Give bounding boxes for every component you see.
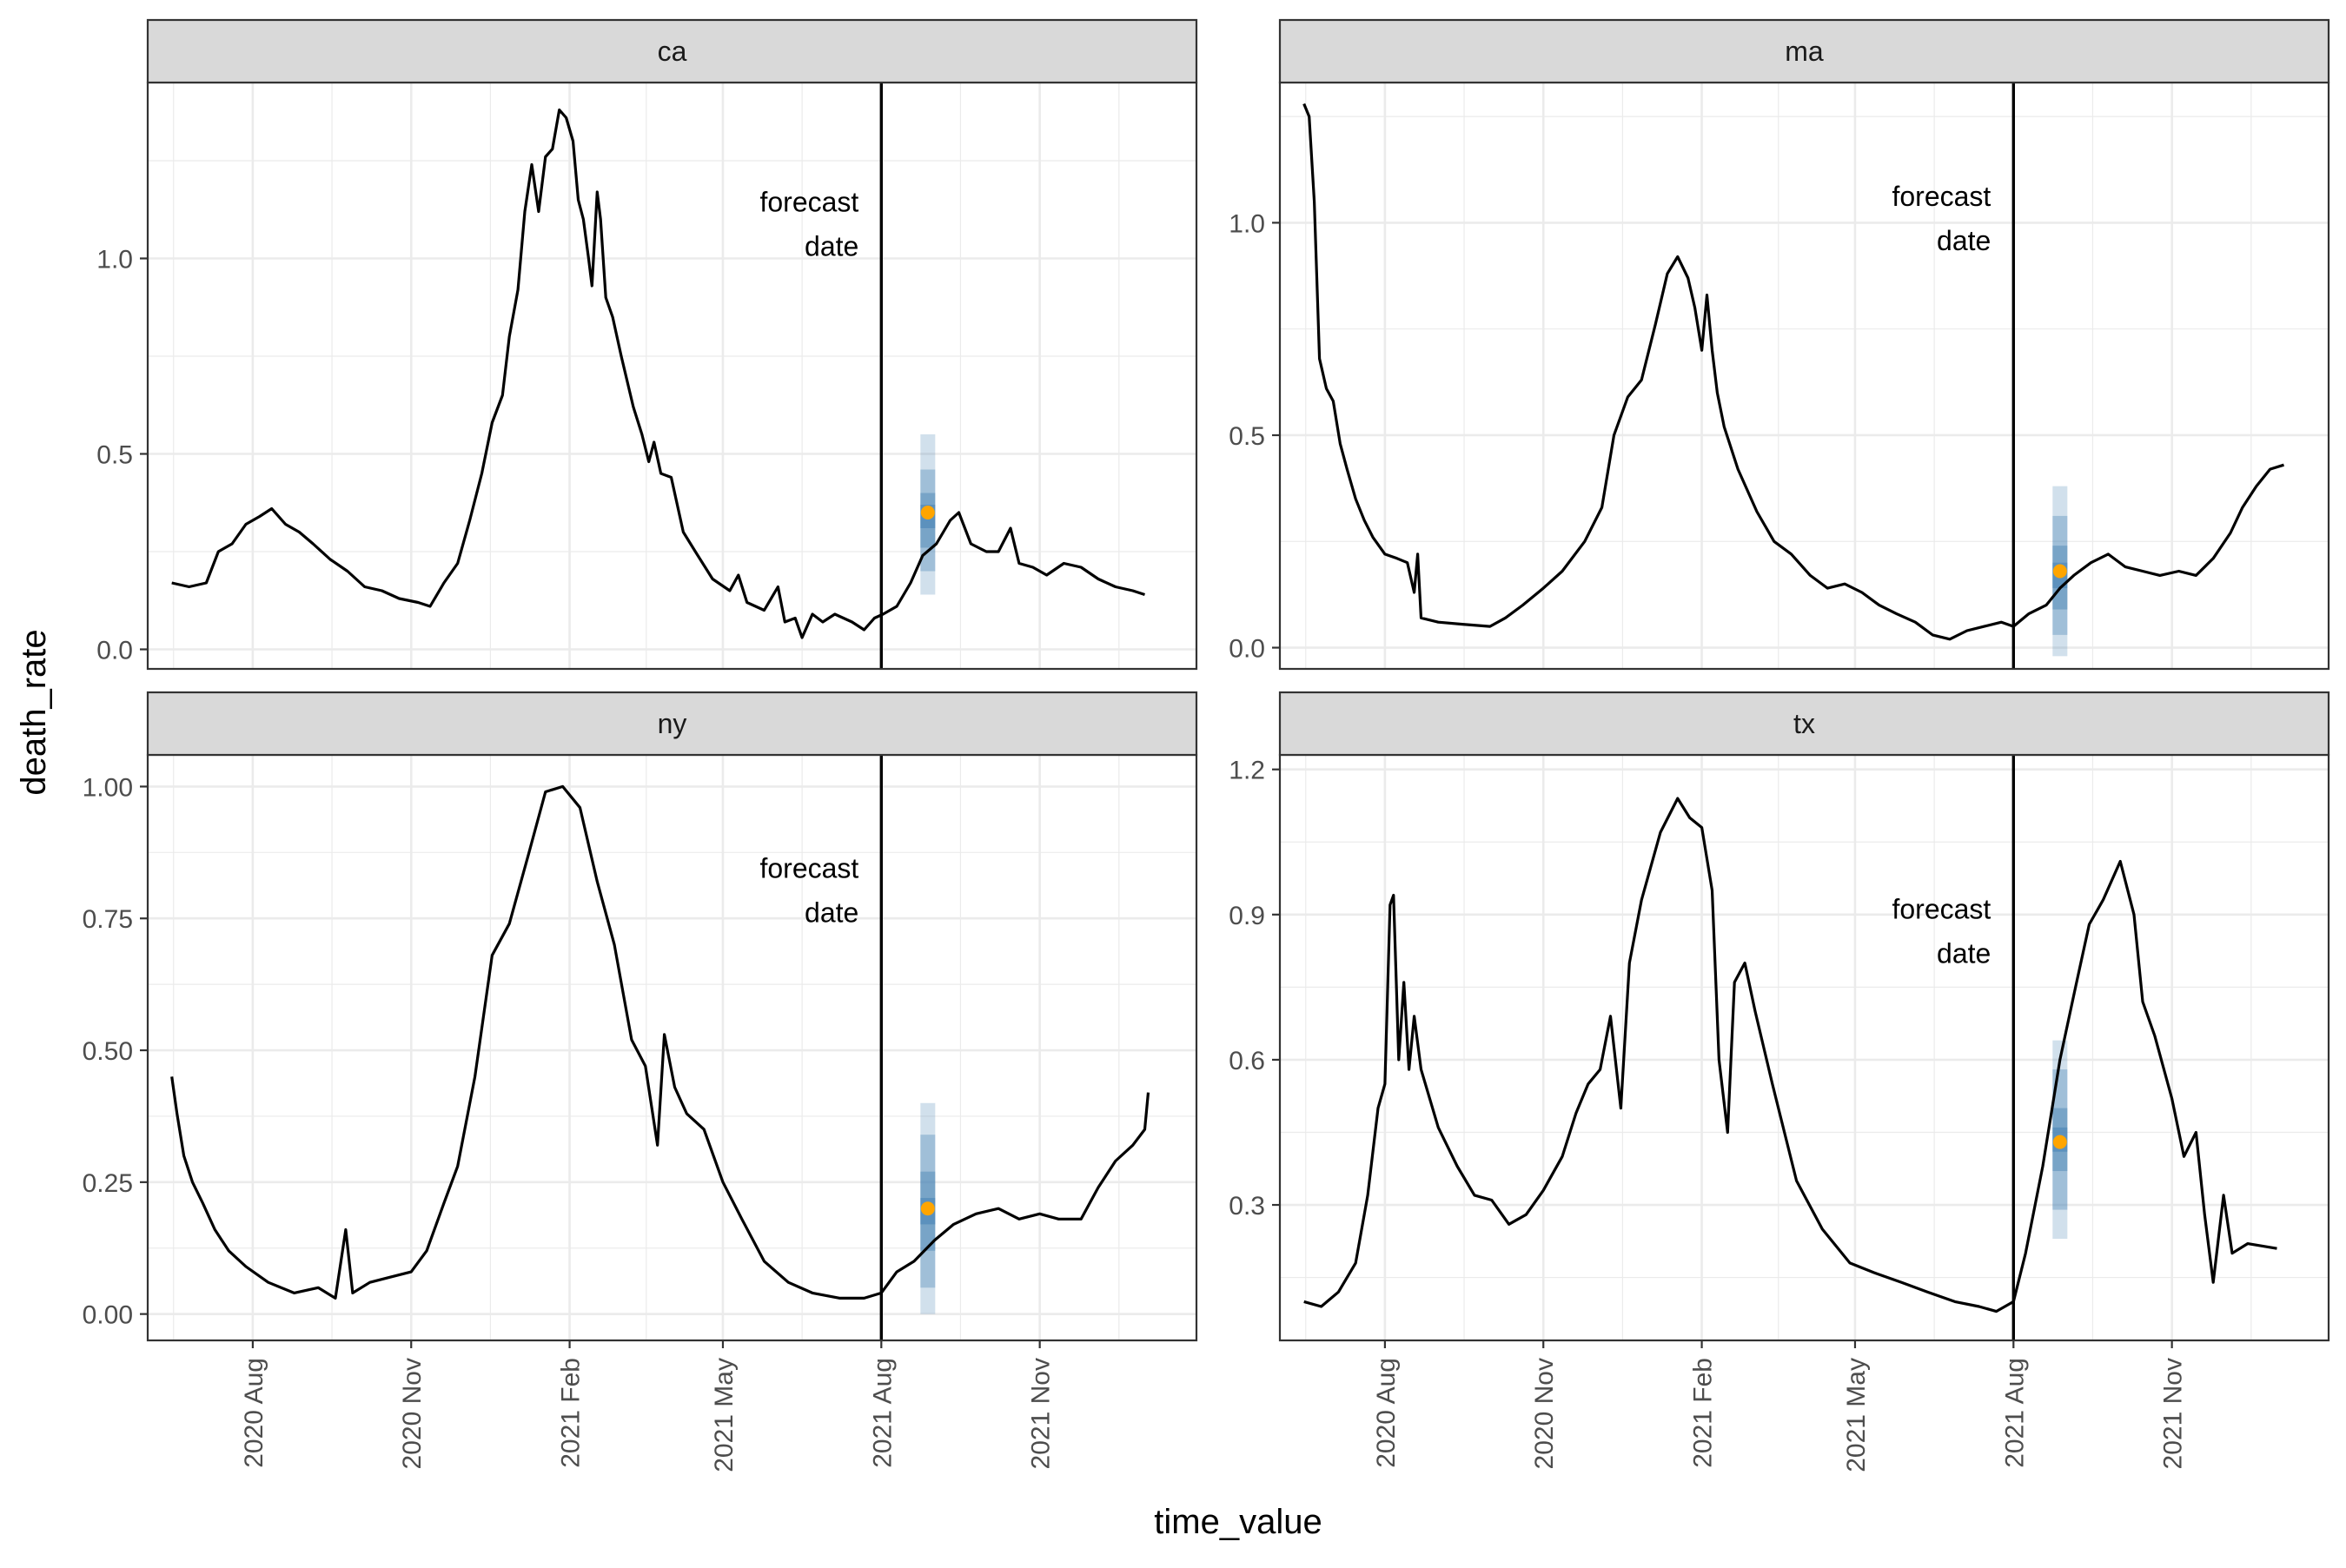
x-tick-label: 2021 Aug [2000,1358,2029,1468]
x-tick-label: 2021 Nov [2159,1358,2188,1469]
x-axis-title: time_value [1154,1503,1322,1541]
y-tick-label: 0.6 [1229,1047,1265,1075]
panel-ny: forecast date ny 0.00 0.25 0.50 0.75 1.00 2020 A… [83,691,1198,1472]
x-tick-label: 2021 Aug [868,1358,897,1468]
forecast-label-line2: date [1937,225,1991,256]
y-tick-label: 0.3 [1229,1192,1265,1221]
y-tick-label: 1.0 [96,246,133,275]
y-tick-label: 0.25 [83,1169,133,1198]
y-tick-label: 0.5 [96,441,133,470]
y-tick-label: 0.0 [1229,635,1265,664]
x-tick-label: 2021 Nov [1027,1358,1056,1469]
death-rate-series-line [1302,103,2284,641]
x-tick-label: 2021 Feb [557,1358,586,1468]
y-tick-label: 0.00 [83,1301,133,1330]
forecast-label-line1: forecast [759,853,858,884]
facet-strip-label: tx [1793,708,1815,739]
x-tick-label: 2021 Feb [1689,1358,1718,1468]
y-tick-label: 0.50 [83,1037,133,1066]
death-rate-series-line [171,108,1145,639]
panel-background [1280,755,2329,1340]
y-tick-label: 0.75 [83,905,133,934]
y-tick-label: 1.2 [1229,757,1265,785]
x-tick-label: 2021 May [710,1358,739,1472]
panel-tx: forecast date tx 0.3 0.6 0.9 1.2 2020 Aug 2020 N… [1229,691,2330,1472]
forecast-point [920,506,935,519]
facet-strip [146,691,1198,757]
forecast-point [2052,564,2067,579]
x-tick-label: 2020 Nov [398,1358,427,1469]
forecast-label-line2: date [805,231,858,262]
facet-strip-label: ny [658,708,687,739]
forecast-point [2052,1135,2067,1149]
y-tick-label: 0.9 [1229,902,1265,930]
x-tick-label: 2021 May [1842,1358,1871,1472]
y-tick-label: 1.0 [1229,209,1265,238]
x-tick-label: 2020 Nov [1530,1358,1559,1469]
forecast-point [920,1201,935,1216]
forecast-label-line2: date [1937,938,1991,969]
forecast-label-line1: forecast [1892,181,1991,212]
facet-strip [146,18,1198,84]
facet-strip-label: ma [1785,36,1824,67]
forecast-label-line2: date [805,897,858,929]
facet-strip [1278,691,2330,757]
forecast-label-line1: forecast [759,187,858,218]
y-tick-label: 1.00 [83,773,133,802]
panel-background [1280,83,2329,669]
forecast-label-line1: forecast [1892,894,1991,925]
facet-strip [1278,18,2330,84]
x-tick-label: 2020 Aug [1372,1358,1401,1468]
panel-background [148,83,1196,669]
x-tick-label: 2020 Aug [240,1358,268,1468]
y-axis-title: death_rate [15,629,53,795]
y-tick-label: 0.0 [96,637,133,665]
y-tick-label: 0.5 [1229,422,1265,451]
panel-ca: forecast date ca 0.0 0.5 1.0 [96,18,1198,671]
facet-strip-label: ca [658,36,687,67]
death-rate-series-line [1303,797,2277,1313]
death-rate-series-line [170,784,1150,1300]
panel-ma: forecast date ma 0.0 0.5 1.0 [1229,18,2330,671]
